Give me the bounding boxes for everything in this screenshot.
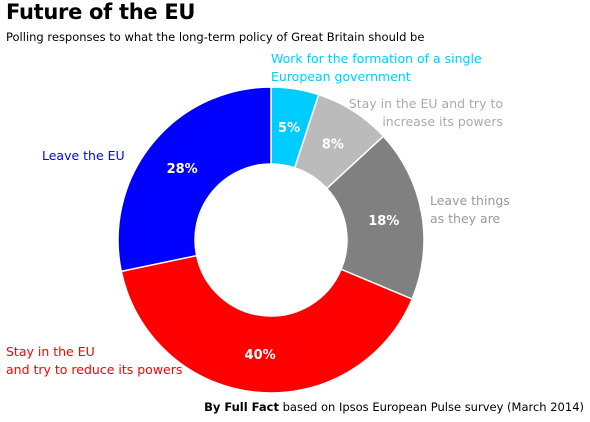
slice-value-label: 5% bbox=[278, 121, 300, 136]
label-line: and try to reduce its powers bbox=[6, 362, 183, 377]
label-line: Leave the EU bbox=[42, 148, 125, 163]
label-single-government: Work for the formation of a single Europ… bbox=[271, 50, 482, 86]
label-reduce-powers: Stay in the EU and try to reduce its pow… bbox=[6, 343, 182, 379]
donut-slice bbox=[120, 254, 414, 394]
label-line: Stay in the EU and try to bbox=[348, 96, 503, 111]
label-line: Work for the formation of a single bbox=[271, 51, 482, 66]
donut-slice bbox=[117, 86, 272, 273]
source-note: By Full Fact based on Ipsos European Pul… bbox=[204, 400, 584, 414]
slice-value-label: 8% bbox=[322, 138, 344, 153]
label-line: Stay in the EU bbox=[6, 344, 95, 359]
chart-subtitle: Polling responses to what the long-term … bbox=[6, 30, 425, 44]
source-rest: based on Ipsos European Pulse survey (Ma… bbox=[282, 400, 584, 414]
donut-slice bbox=[325, 135, 425, 301]
label-leave-eu: Leave the EU bbox=[42, 147, 125, 165]
label-line: Leave things bbox=[430, 193, 510, 208]
label-line: increase its powers bbox=[382, 114, 503, 129]
slice-value-label: 40% bbox=[245, 348, 276, 363]
slice-value-label: 28% bbox=[167, 162, 198, 177]
label-increase-powers: Stay in the EU and try to increase its p… bbox=[349, 95, 503, 131]
chart-title: Future of the EU bbox=[6, 0, 196, 24]
source-by: By Full Fact bbox=[204, 400, 279, 414]
slice-value-label: 18% bbox=[368, 214, 399, 229]
label-line: as they are bbox=[430, 211, 501, 226]
label-leave-things: Leave things as they are bbox=[430, 192, 510, 228]
label-line: European government bbox=[271, 69, 411, 84]
